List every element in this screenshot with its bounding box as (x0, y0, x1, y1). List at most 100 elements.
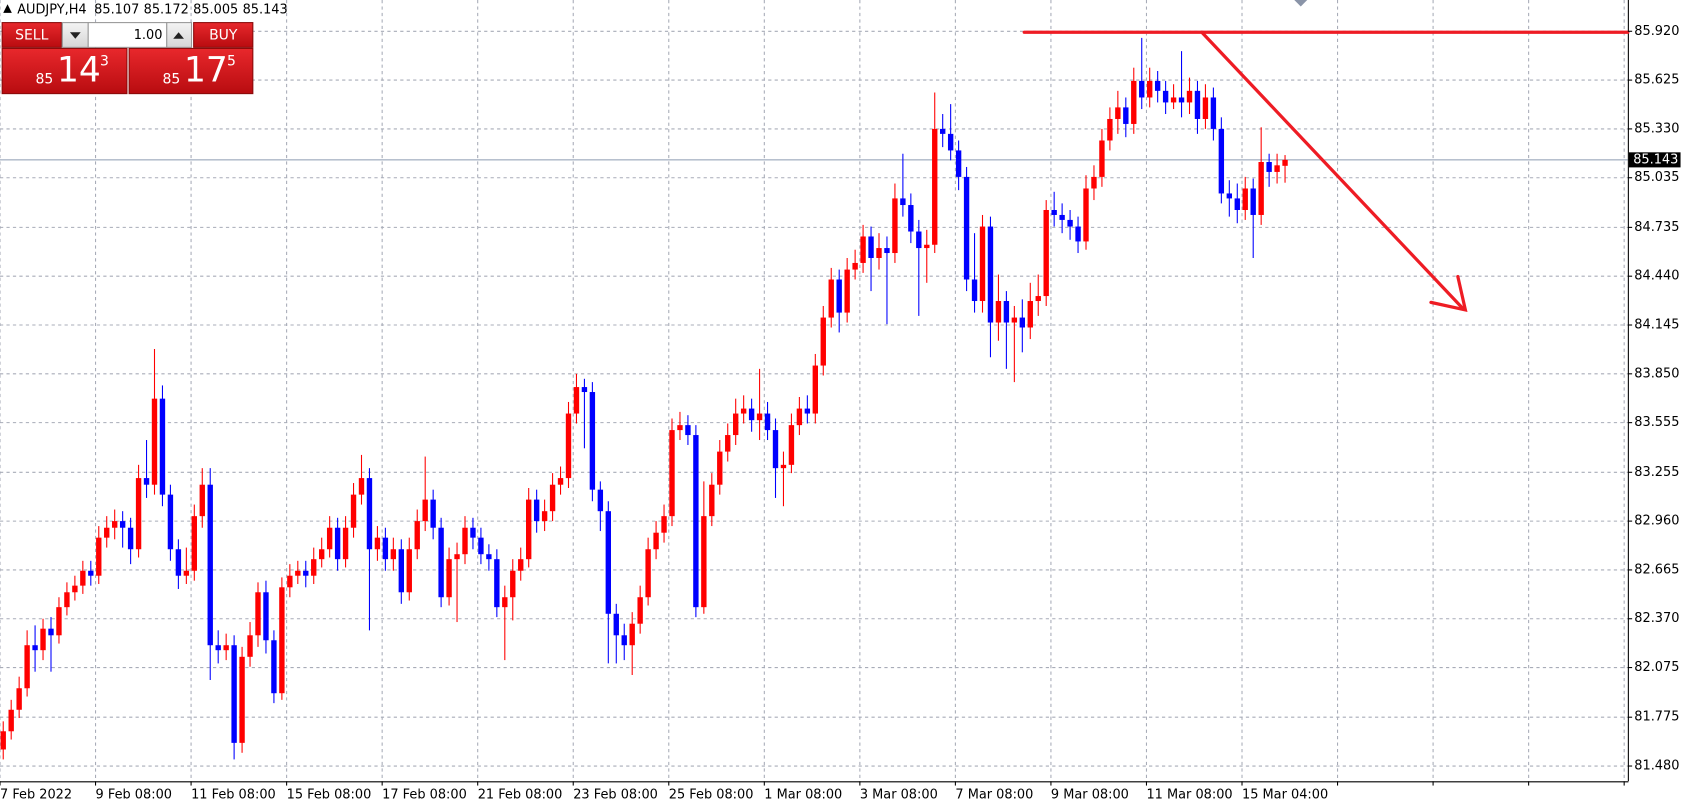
candle-body (740, 408, 747, 414)
candle-body (406, 549, 412, 593)
candle-body (812, 365, 819, 414)
candle-body (573, 387, 580, 414)
candle-body (303, 570, 309, 576)
candle-body (947, 133, 954, 151)
candle-body (454, 554, 460, 560)
candle-body (127, 527, 134, 550)
candle-body (342, 527, 349, 560)
trade-panel: SELL 1.00 BUY 85 14 3 85 17 5 (1, 22, 254, 95)
y-tick-label: 84.145 (1634, 318, 1679, 333)
candle-body (844, 269, 850, 313)
candle-body (717, 451, 723, 485)
candle-body (987, 226, 994, 323)
candle-body (693, 435, 699, 608)
candle-body (56, 607, 62, 636)
candle-body (311, 559, 317, 576)
candle-body (1282, 159, 1288, 166)
candle-body (685, 425, 691, 436)
close: 85.143 (243, 2, 288, 17)
candle-body (438, 527, 444, 598)
buy-price-pip: 5 (227, 53, 236, 69)
candle-body (908, 205, 914, 232)
candle-body (541, 511, 548, 522)
candle-body (533, 499, 540, 522)
candle-body (860, 236, 866, 263)
candle-body (207, 484, 213, 646)
candle-body (462, 527, 468, 555)
buy-label: BUY (209, 28, 238, 44)
candle-body (677, 425, 683, 431)
x-tick-label: 9 Mar 08:00 (1051, 788, 1129, 803)
y-tick-label: 83.555 (1634, 415, 1679, 430)
candle-body (1162, 90, 1169, 103)
candle-body (1226, 193, 1233, 199)
candle-body (255, 592, 261, 636)
candle-body (478, 537, 484, 555)
y-tick-label: 85.330 (1634, 121, 1679, 136)
candle-body (486, 554, 492, 560)
candle-body (167, 494, 174, 550)
candle-body (804, 408, 811, 414)
candle-body (756, 413, 763, 421)
candle-body (398, 549, 404, 593)
candle-body (621, 635, 627, 646)
candle-body (669, 430, 675, 517)
candle-body (701, 516, 707, 608)
candle-body (390, 549, 397, 560)
sell-price-big: 85 (36, 72, 54, 88)
low: 85.005 (193, 2, 238, 17)
candle-body (64, 592, 70, 608)
candle-body (1083, 188, 1089, 242)
grid (0, 0, 1628, 782)
candle-body (661, 516, 667, 533)
y-tick-label: 82.075 (1634, 660, 1679, 675)
candle-body (199, 484, 205, 517)
buy-price-box[interactable] (128, 47, 254, 95)
candle-body (940, 128, 946, 134)
candle-body (143, 478, 150, 485)
candle-body (892, 198, 898, 254)
y-tick-label: 85.920 (1634, 24, 1679, 39)
candle-body (518, 559, 524, 571)
trend-arrow[interactable] (1200, 30, 1465, 311)
axes: 85.920 85.625 85.330 85.035 84.735 84.440 84.1… (0, 24, 1681, 803)
y-tick-label: 82.370 (1634, 611, 1679, 626)
candle-body (1186, 90, 1193, 103)
candle-body (1210, 97, 1217, 129)
candle-body (836, 279, 842, 313)
candle-body (40, 628, 46, 651)
candle-body (414, 521, 420, 550)
x-tick-label: 11 Feb 08:00 (191, 788, 276, 803)
candle-body (0, 731, 6, 750)
candle-body (366, 478, 373, 550)
candle-body (326, 527, 333, 550)
candle-body (597, 489, 604, 512)
sell-button[interactable] (1, 22, 62, 48)
candle-body (1154, 80, 1161, 91)
candle-body (88, 570, 94, 576)
candle-body (112, 521, 118, 528)
buy-button[interactable] (193, 22, 254, 48)
candle-body (510, 570, 516, 598)
candle-body (1194, 90, 1201, 119)
x-tick-label: 23 Feb 08:00 (573, 788, 658, 803)
candle-body (764, 413, 771, 431)
candle-body (104, 527, 110, 538)
sell-label: SELL (15, 28, 48, 44)
buy-price-main: 17 (184, 51, 228, 91)
candle-body (1266, 162, 1272, 172)
candle-body (1035, 296, 1041, 302)
candle-body (1003, 301, 1010, 323)
candle-body (223, 645, 229, 651)
candle-body (1043, 209, 1049, 297)
candle-body (430, 499, 436, 528)
sell-price-box[interactable] (1, 47, 128, 95)
plot (0, 37, 1628, 760)
candle-body (955, 150, 962, 177)
candle-body (1075, 226, 1081, 242)
candle-body (924, 244, 930, 249)
lot-input[interactable] (87, 22, 168, 48)
x-tick-label: 3 Mar 08:00 (860, 788, 938, 803)
symbol: AUDJPY,H4 (17, 2, 86, 17)
